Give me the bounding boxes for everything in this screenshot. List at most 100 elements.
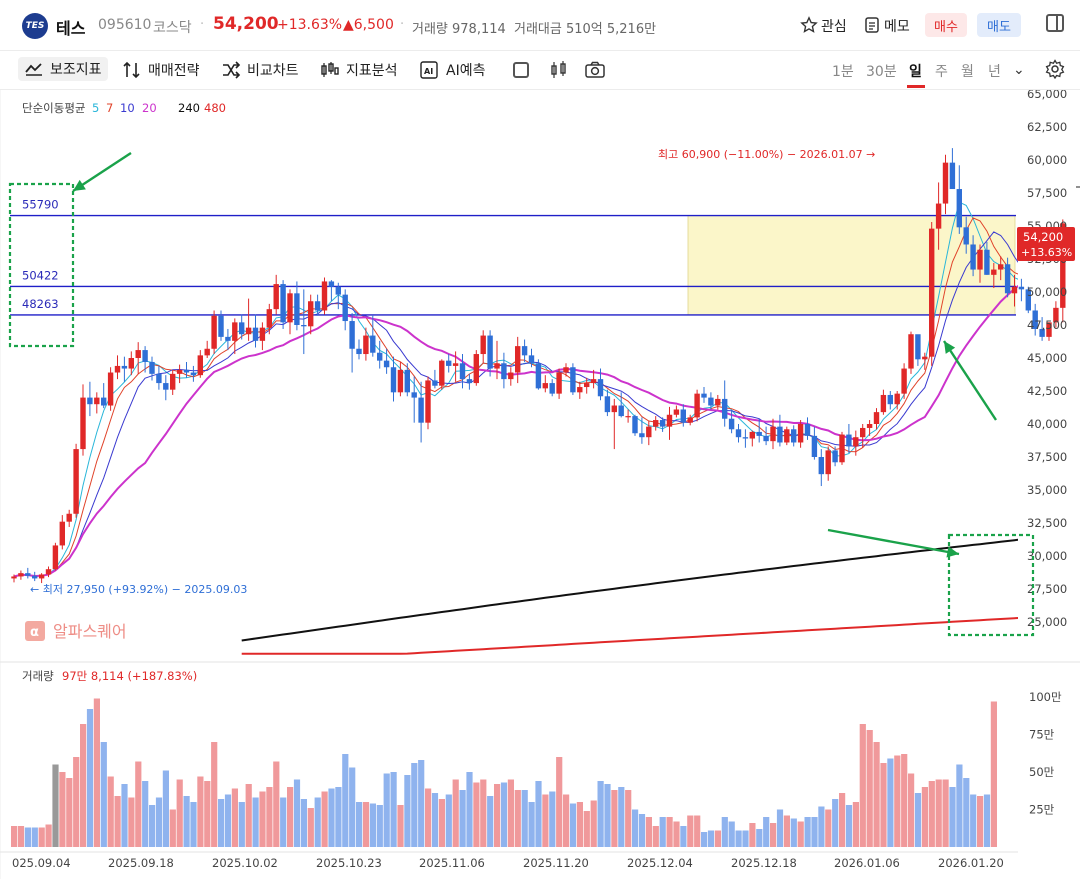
volume-bar xyxy=(356,802,363,847)
sell-button[interactable]: 매도 xyxy=(977,13,1021,37)
buy-button[interactable]: 매수 xyxy=(925,13,967,37)
candle xyxy=(811,435,818,457)
selected-period-underline xyxy=(907,85,925,88)
candle xyxy=(542,383,548,389)
candle xyxy=(404,369,410,393)
period-1min[interactable]: 1분 xyxy=(832,64,854,80)
volume-bar xyxy=(100,742,107,847)
watermark: 알파스퀘어 xyxy=(53,622,127,641)
candle xyxy=(321,281,328,311)
indicator-tool[interactable]: 보조지표 xyxy=(18,57,108,81)
volume-bar xyxy=(790,818,797,847)
candle xyxy=(32,575,38,579)
volume-bar xyxy=(632,809,639,847)
volume-bar xyxy=(128,797,135,847)
price-chart[interactable]: 65,00062,50060,00057,50055,00052,50050,0… xyxy=(0,87,1080,879)
volume-bar xyxy=(569,803,577,847)
volume-stat: 거래량 978,114 xyxy=(412,22,506,37)
volume-bar xyxy=(59,772,66,847)
volume-bar xyxy=(949,787,956,847)
strategy-tool[interactable]: 매매전략 xyxy=(122,60,200,80)
candle xyxy=(639,433,645,438)
analysis-tool[interactable]: 지표분석 xyxy=(320,60,398,80)
favorite-button[interactable]: 관심 xyxy=(800,16,847,36)
candle xyxy=(880,394,887,413)
volume-bar xyxy=(66,778,73,847)
candle xyxy=(1018,286,1025,290)
volume-bar xyxy=(652,826,659,847)
candle xyxy=(673,409,680,415)
period-day[interactable]: 일 xyxy=(909,64,922,80)
candle xyxy=(977,249,983,270)
volume-bar xyxy=(190,802,197,847)
candle xyxy=(73,449,79,514)
volume-bar xyxy=(549,791,556,847)
arrow-line xyxy=(942,340,998,421)
volume-bar xyxy=(307,808,314,847)
compare-tool[interactable]: 비교차트 xyxy=(221,60,299,80)
volume-bar xyxy=(880,763,887,847)
current-price: 54,200 xyxy=(213,14,279,34)
candle xyxy=(735,429,742,438)
volume-bar xyxy=(625,790,632,847)
candle-type-button[interactable] xyxy=(549,60,569,80)
volume-bar xyxy=(11,826,18,847)
volume-bar xyxy=(231,788,238,847)
period-30min[interactable]: 30분 xyxy=(866,64,897,80)
volume-bar xyxy=(293,779,301,847)
volume-bar xyxy=(956,764,963,847)
candle xyxy=(232,322,238,341)
volume-bar xyxy=(155,797,163,847)
candle xyxy=(549,383,555,394)
arrow-line xyxy=(827,528,960,556)
volume-axis-label: 25만 xyxy=(1029,803,1055,817)
period-year[interactable]: 년 xyxy=(988,64,1001,80)
candle xyxy=(942,162,949,204)
candle xyxy=(618,405,624,417)
volume-bar xyxy=(935,779,942,847)
candle xyxy=(390,367,397,393)
ma-line-480 xyxy=(241,616,1018,655)
volume-bar xyxy=(259,791,266,847)
period-week[interactable]: 주 xyxy=(935,64,948,80)
volume-bar xyxy=(142,781,149,847)
candle xyxy=(1046,322,1052,337)
period-month[interactable]: 월 xyxy=(961,64,974,80)
volume-bar xyxy=(914,793,922,847)
volume-bar xyxy=(528,802,535,847)
highlight-zone xyxy=(687,215,1016,316)
side-panel-icon[interactable] xyxy=(1046,14,1064,32)
volume-bar xyxy=(342,754,349,847)
candle xyxy=(59,521,65,546)
chart-area[interactable]: 65,00062,50060,00057,50055,00052,50050,0… xyxy=(0,87,1080,879)
ai-forecast-tool[interactable]: AI AI예측 xyxy=(418,60,485,80)
candle xyxy=(584,383,590,388)
memo-button[interactable]: 메모 xyxy=(864,16,910,36)
candle xyxy=(252,327,259,341)
candle xyxy=(142,350,148,362)
candle xyxy=(239,322,245,335)
stock-code: 095610 xyxy=(98,17,152,33)
volume-bar xyxy=(431,793,439,847)
candle xyxy=(908,334,914,369)
ma-legend-period: 5 xyxy=(92,101,99,115)
settings-button[interactable] xyxy=(1045,59,1065,79)
volume-bar xyxy=(93,698,100,847)
chevron-down-icon[interactable]: ⌄ xyxy=(1013,62,1025,78)
candle xyxy=(770,426,776,442)
volume-bar xyxy=(80,724,87,847)
drawing-box-icon[interactable] xyxy=(513,62,529,78)
candle xyxy=(494,363,500,369)
candle xyxy=(556,372,562,394)
volume-bar xyxy=(659,817,666,847)
volume-bar xyxy=(459,790,466,847)
volume-bar xyxy=(983,794,991,847)
volume-bar xyxy=(487,796,494,847)
candle xyxy=(190,372,197,376)
volume-bar xyxy=(238,802,245,847)
x-axis-label: 2025.12.18 xyxy=(731,856,797,870)
volume-bar xyxy=(376,805,383,847)
candle xyxy=(873,412,880,424)
screenshot-button[interactable] xyxy=(584,60,606,80)
candle xyxy=(101,397,107,406)
